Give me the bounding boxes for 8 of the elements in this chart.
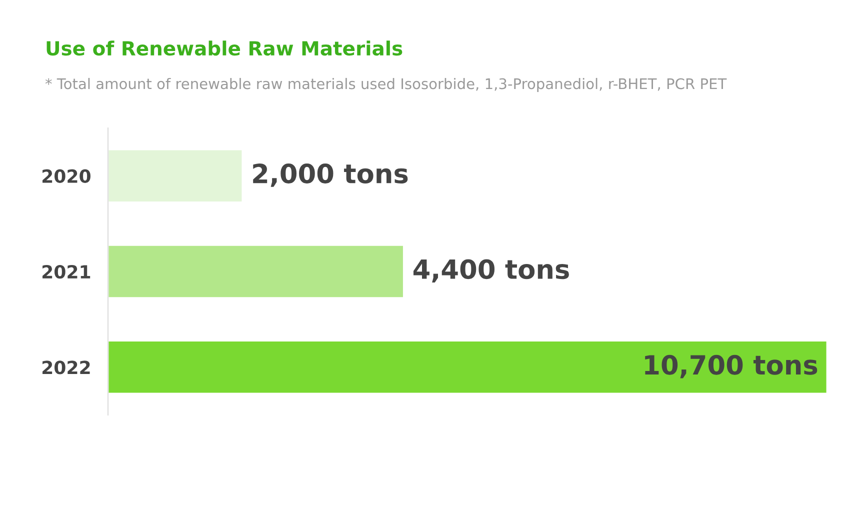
data-label: 2,000 tons: [253, 164, 408, 187]
y-tick-label: 2021: [42, 264, 90, 279]
data-label: 4,400 tons: [413, 259, 569, 283]
y-tick-label: 2020: [42, 169, 90, 183]
data-label: 10,700 tons: [645, 354, 818, 378]
chart-subtitle: * Total amount of renewable raw materials used Isosorbide, 1,3-Propanediol, r-BHET, PCR PET: [45, 78, 727, 92]
chart-title: Use of Renewable Raw Materials: [46, 40, 402, 56]
y-tick-label: 2022: [42, 360, 90, 374]
